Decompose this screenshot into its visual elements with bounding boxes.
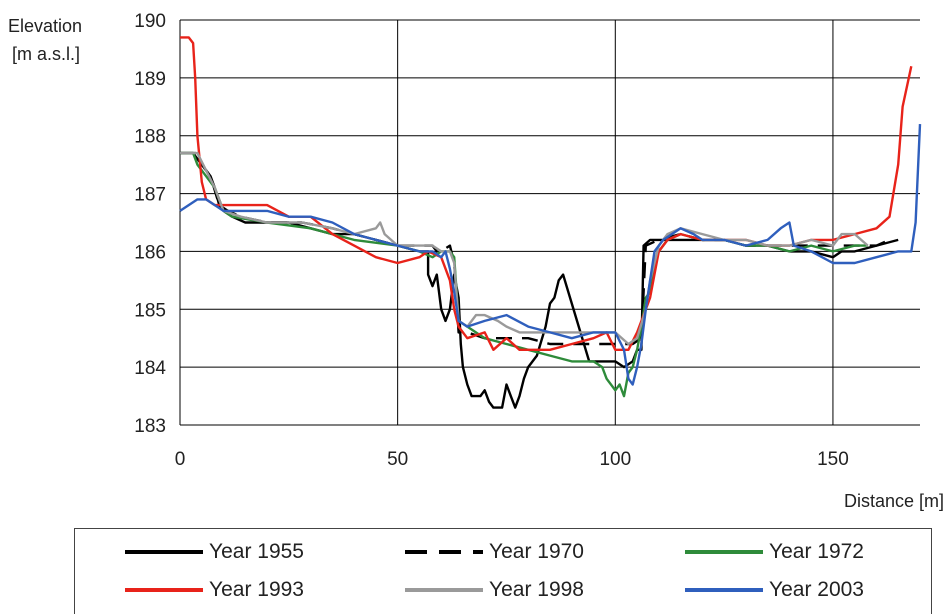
legend-item: Year 1955 <box>125 537 304 567</box>
legend-item: Year 1970 <box>405 537 584 567</box>
x-tick-label: 100 <box>599 449 631 470</box>
legend-label: Year 2003 <box>769 578 864 601</box>
elevation-chart: 183 184 185 186 187 188 189 190 0 50 100 150 Elevat… <box>8 11 944 511</box>
tick-labels: 183 184 185 186 187 188 189 190 0 50 100 150 <box>134 11 848 470</box>
legend: Year 1955 Year 1970 Year 1972 Year 1993 Year… <box>74 528 932 614</box>
y-tick-label: 186 <box>134 242 166 263</box>
y-tick-label: 187 <box>134 185 166 206</box>
legend-label: Year 1970 <box>489 540 584 563</box>
x-tick-label: 0 <box>175 449 186 470</box>
legend-swatch <box>125 588 203 592</box>
y-axis-title-line1: Elevation <box>8 16 82 36</box>
legend-swatch <box>125 550 203 554</box>
legend-label: Year 1955 <box>209 540 304 563</box>
y-tick-label: 188 <box>134 127 166 148</box>
x-tick-label: 50 <box>387 449 408 470</box>
legend-label: Year 1998 <box>489 578 584 601</box>
y-tick-label: 190 <box>134 11 166 32</box>
y-tick-label: 185 <box>134 300 166 321</box>
legend-swatch <box>685 588 763 592</box>
y-tick-label: 189 <box>134 69 166 90</box>
legend-swatch <box>405 588 483 592</box>
y-axis-title-line2: [m a.s.l.] <box>12 44 80 64</box>
legend-swatch <box>405 550 483 554</box>
legend-item: Year 1998 <box>405 575 584 605</box>
legend-label: Year 1972 <box>769 540 864 563</box>
legend-item: Year 1972 <box>685 537 864 567</box>
legend-item: Year 1993 <box>125 575 304 605</box>
x-axis-title: Distance [m] <box>844 491 944 511</box>
legend-swatch <box>685 550 763 554</box>
legend-item: Year 2003 <box>685 575 864 605</box>
y-tick-label: 183 <box>134 416 166 437</box>
series-group <box>179 36 922 409</box>
x-tick-label: 150 <box>817 449 849 470</box>
series-line-year-2003 <box>179 124 922 386</box>
y-tick-label: 184 <box>134 358 166 379</box>
legend-label: Year 1993 <box>209 578 304 601</box>
